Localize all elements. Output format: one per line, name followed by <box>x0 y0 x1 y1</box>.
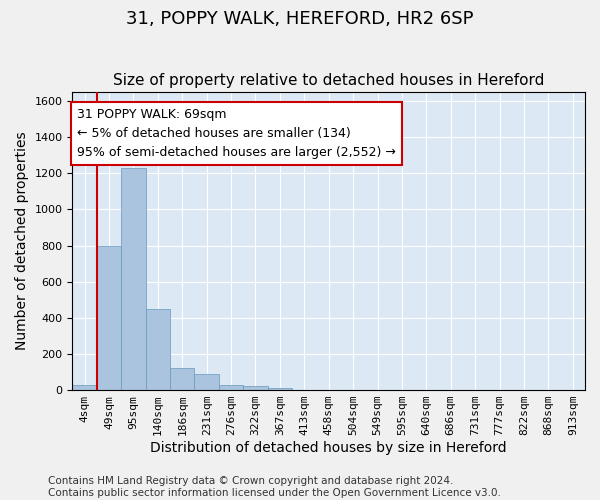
Text: 31, POPPY WALK, HEREFORD, HR2 6SP: 31, POPPY WALK, HEREFORD, HR2 6SP <box>126 10 474 28</box>
Bar <box>268 388 292 390</box>
Text: Contains HM Land Registry data © Crown copyright and database right 2024.
Contai: Contains HM Land Registry data © Crown c… <box>48 476 501 498</box>
Bar <box>121 168 146 390</box>
Bar <box>170 368 194 390</box>
Bar <box>97 246 121 390</box>
Bar <box>243 386 268 390</box>
Title: Size of property relative to detached houses in Hereford: Size of property relative to detached ho… <box>113 73 544 88</box>
Text: 31 POPPY WALK: 69sqm
← 5% of detached houses are smaller (134)
95% of semi-detac: 31 POPPY WALK: 69sqm ← 5% of detached ho… <box>77 108 395 159</box>
Y-axis label: Number of detached properties: Number of detached properties <box>15 132 29 350</box>
Bar <box>73 384 97 390</box>
Bar <box>146 309 170 390</box>
Bar <box>219 384 243 390</box>
X-axis label: Distribution of detached houses by size in Hereford: Distribution of detached houses by size … <box>151 441 507 455</box>
Bar <box>194 374 219 390</box>
